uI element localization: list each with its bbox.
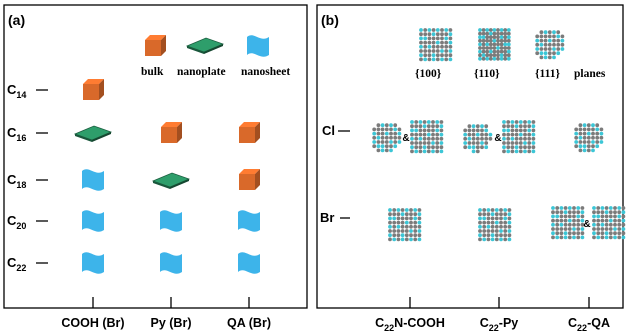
plane-100-particle [419, 28, 453, 62]
shape-bulk-r0-c0 [83, 79, 104, 100]
col-label-b-1: C22-Py [480, 316, 519, 333]
panel-a-label: (a) [8, 12, 25, 28]
planes-word: planes [574, 68, 606, 80]
shape-bulk-r1-c1 [161, 122, 182, 143]
shape-nanosheet-r3-c2 [238, 210, 260, 232]
panel-b-frame [316, 4, 624, 309]
row-label-C14: C14 [7, 82, 26, 100]
amp-br-qa: & [583, 219, 590, 230]
row-label-C20: C20 [7, 213, 26, 231]
br-py-100-particle [478, 208, 512, 242]
shape-bulk-r1-c2 [239, 122, 260, 143]
legend-nanosheet-shape [247, 35, 269, 57]
col-label-a-2: QA (Br) [227, 316, 271, 330]
br-qa-100-particle [551, 206, 585, 240]
legend-bulk-shape [145, 35, 166, 56]
cl-qa-111-particle [574, 123, 604, 153]
legend-nanoplate-label: nanoplate [177, 66, 226, 78]
col-label-b-0: C22N-COOH [375, 316, 445, 333]
row-label-C16: C16 [7, 125, 26, 143]
cl-py-100-particle [502, 120, 536, 154]
shape-nanoplate-r1-c0 [73, 125, 113, 142]
plane-100-label: {100} [415, 68, 442, 80]
shape-nanosheet-r4-c2 [238, 252, 260, 274]
plane-110-label: {110} [474, 68, 500, 80]
panel-a-frame [3, 4, 308, 309]
cl-cooh-100-particle [410, 120, 444, 154]
col-label-a-1: Py (Br) [151, 316, 192, 330]
panel-b-column-labels: C22N-COOH C22-Py C22-QA [375, 297, 610, 333]
row-label-cl: Cl [322, 123, 335, 138]
shape-nanosheet-r4-c1 [160, 252, 182, 274]
row-label-C22: C22 [7, 255, 26, 273]
plane-110-particle [478, 28, 511, 61]
shape-nanosheet-r3-c1 [160, 210, 182, 232]
row-label-C18: C18 [7, 172, 26, 190]
row-label-br: Br [320, 210, 334, 225]
shape-nanosheet-r3-c0 [82, 210, 104, 232]
col-label-a-0: COOH (Br) [61, 316, 124, 330]
plane-111-particle [535, 30, 565, 60]
shape-nanoplate-r2-c1 [151, 172, 191, 189]
col-label-b-2: C22-QA [568, 316, 610, 333]
legend-bulk-label: bulk [141, 66, 164, 78]
panel-b-planes-legend [419, 28, 565, 62]
amp-cl-cooh: & [402, 133, 409, 144]
amp-cl-py: & [494, 133, 501, 144]
shape-nanosheet-r2-c0 [82, 169, 104, 191]
cl-py-111-particle [463, 124, 493, 154]
panel-a-grid [73, 79, 260, 274]
panel-a-column-labels: COOH (Br) Py (Br) QA (Br) [61, 297, 271, 330]
panel-b-nanoparticles [372, 120, 626, 242]
plane-111-label: {111} [535, 68, 561, 80]
panel-b-label: (b) [321, 12, 339, 28]
br-cooh-100-particle [388, 208, 422, 242]
cl-cooh-111-particle [372, 123, 402, 153]
shape-bulk-r2-c2 [239, 169, 260, 190]
shape-nanosheet-r4-c0 [82, 252, 104, 274]
panel-a-legend [145, 35, 269, 57]
legend-nanoplate-shape [185, 37, 225, 54]
br-qa-100-particle-b [592, 206, 626, 240]
panel-b-ampersands: & & & [402, 133, 590, 230]
legend-nanosheet-label: nanosheet [241, 66, 290, 78]
panel-a-row-labels: C14 C16 C18 C20 C22 [7, 82, 48, 273]
